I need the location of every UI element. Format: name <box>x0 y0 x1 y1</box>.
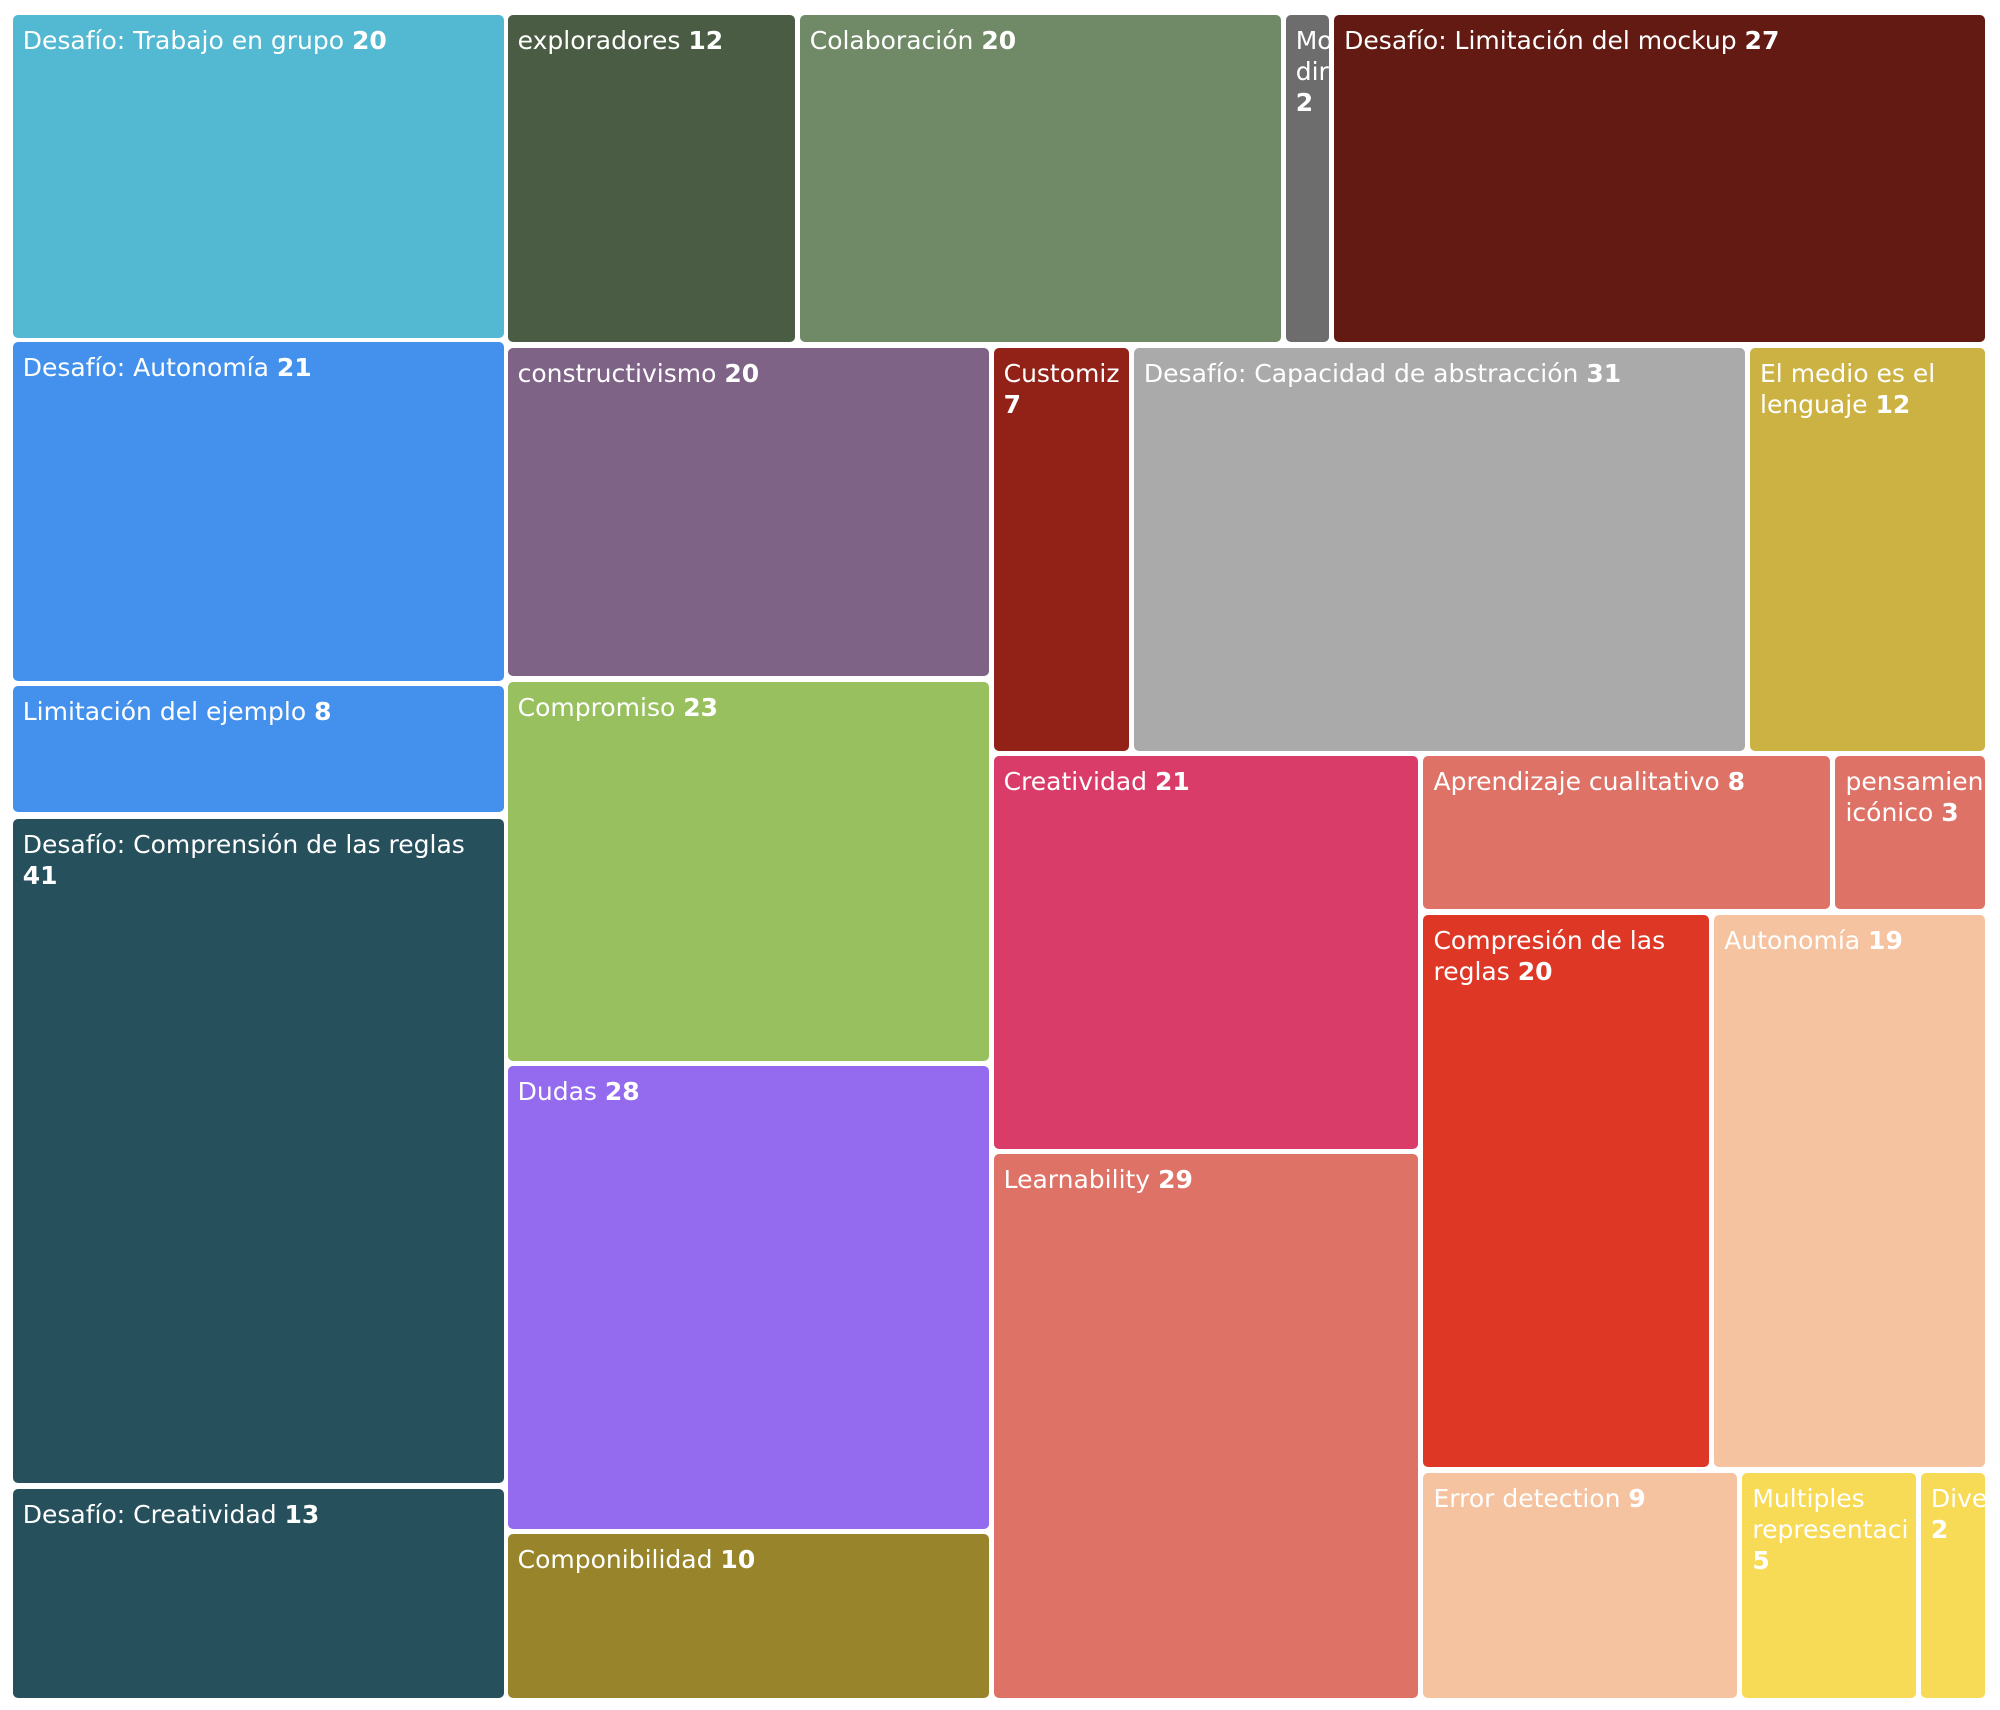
treemap-cell: Learnability 29 <box>993 1154 1419 1698</box>
treemap-cell: Desafío: Autonomía 21 <box>12 341 504 682</box>
treemap-cell: exploradores 12 <box>507 15 795 342</box>
cell-label: Learnability <box>1003 1165 1151 1195</box>
treemap-cell: Desafío: Creatividad 13 <box>12 1488 504 1698</box>
cell-label: pensamien icónico <box>1845 767 1984 828</box>
treemap-cell: Error detection 9 <box>1423 1473 1738 1698</box>
treemap-cell: Compresión de las reglas 20 <box>1423 914 1710 1467</box>
treemap-cell: Desafío: Limitación del mockup 27 <box>1334 15 1985 342</box>
cell-label: Aprendizaje cualitativo <box>1433 767 1720 797</box>
cell-label: constructivismo <box>517 359 717 389</box>
treemap-cell: Aprendizaje cualitativo 8 <box>1423 756 1831 910</box>
cell-value: 3 <box>1941 798 1959 828</box>
treemap-cell: Componibilidad 10 <box>507 1534 989 1698</box>
cell-label: Dudas <box>517 1077 597 1107</box>
cell-value: 12 <box>1875 390 1911 420</box>
cell-value: 19 <box>1868 925 1903 955</box>
cell-value: 13 <box>284 1499 320 1529</box>
cell-value: 2 <box>1930 1515 1949 1545</box>
cell-label: Mo dir <box>1295 26 1330 87</box>
cell-label: Creatividad <box>1003 767 1148 797</box>
cell-value: 5 <box>1752 1546 1770 1576</box>
cell-value: 27 <box>1744 26 1780 56</box>
cell-label: Multiples representaci <box>1752 1484 1909 1545</box>
cell-label: Desafío: Comprensión de las reglas <box>22 829 465 859</box>
treemap-cell: Desafío: Comprensión de las reglas 41 <box>12 818 504 1484</box>
cell-value: 7 <box>1003 390 1022 420</box>
cell-label: El medio es el lenguaje <box>1760 359 1936 420</box>
treemap-cell: Mo dir 2 <box>1285 15 1330 342</box>
treemap-cell: Colaboración 20 <box>799 15 1281 342</box>
cell-value: 31 <box>1586 359 1622 389</box>
cell-value: 23 <box>683 693 719 723</box>
cell-value: 20 <box>1517 956 1553 986</box>
cell-label: Colaboración <box>809 26 974 56</box>
cell-label: Desafío: Creatividad <box>22 1499 277 1529</box>
cell-value: 21 <box>276 352 312 382</box>
cell-label: Desafío: Trabajo en grupo <box>22 26 345 56</box>
cell-value: 2 <box>1295 88 1314 118</box>
cell-value: 20 <box>352 26 387 56</box>
cell-label: Compresión de las reglas <box>1433 925 1666 986</box>
cell-value: 28 <box>604 1077 640 1107</box>
treemap-cell: pensamien icónico 3 <box>1835 756 1985 910</box>
treemap-cell: Customiz 7 <box>993 348 1129 752</box>
cell-label: exploradores <box>517 26 681 56</box>
cell-label: Compromiso <box>517 693 676 723</box>
treemap-cell: El medio es el lenguaje 12 <box>1750 348 1985 752</box>
cell-label: Autonomía <box>1724 925 1861 955</box>
cell-value: 29 <box>1158 1165 1193 1195</box>
cell-label: Error detection <box>1433 1484 1621 1514</box>
cell-label: Desafío: Autonomía <box>22 352 269 382</box>
treemap-cell: Dive 2 <box>1920 1473 1985 1698</box>
treemap-cell: Limitación del ejemplo 8 <box>12 686 504 813</box>
cell-label: Desafío: Capacidad de abstracción <box>1143 359 1579 389</box>
treemap-cell: Multiples representaci 5 <box>1742 1473 1916 1698</box>
cell-value: 12 <box>688 26 724 56</box>
cell-value: 20 <box>981 26 1017 56</box>
cell-label: Dive <box>1930 1484 1985 1514</box>
cell-label: Desafío: Limitación del mockup <box>1344 26 1737 56</box>
cell-label: Limitación del ejemplo <box>22 697 307 727</box>
cell-value: 8 <box>1727 767 1746 797</box>
cell-value: 41 <box>22 860 58 890</box>
cell-value: 9 <box>1628 1484 1646 1514</box>
treemap-cell: constructivismo 20 <box>507 348 989 676</box>
treemap-cell: Compromiso 23 <box>507 682 989 1062</box>
treemap-cell: Desafío: Trabajo en grupo 20 <box>12 15 504 338</box>
cell-value: 10 <box>720 1545 756 1575</box>
cell-value: 8 <box>314 697 332 727</box>
treemap-cell: Dudas 28 <box>507 1066 989 1530</box>
cell-label: Customiz <box>1003 359 1120 389</box>
cell-label: Componibilidad <box>517 1545 713 1575</box>
treemap-cell: Desafío: Capacidad de abstracción 31 <box>1133 348 1745 752</box>
treemap-cell: Creatividad 21 <box>993 756 1419 1150</box>
cell-value: 21 <box>1155 767 1190 797</box>
cell-value: 20 <box>724 359 760 389</box>
treemap-cell: Autonomía 19 <box>1714 914 1985 1467</box>
